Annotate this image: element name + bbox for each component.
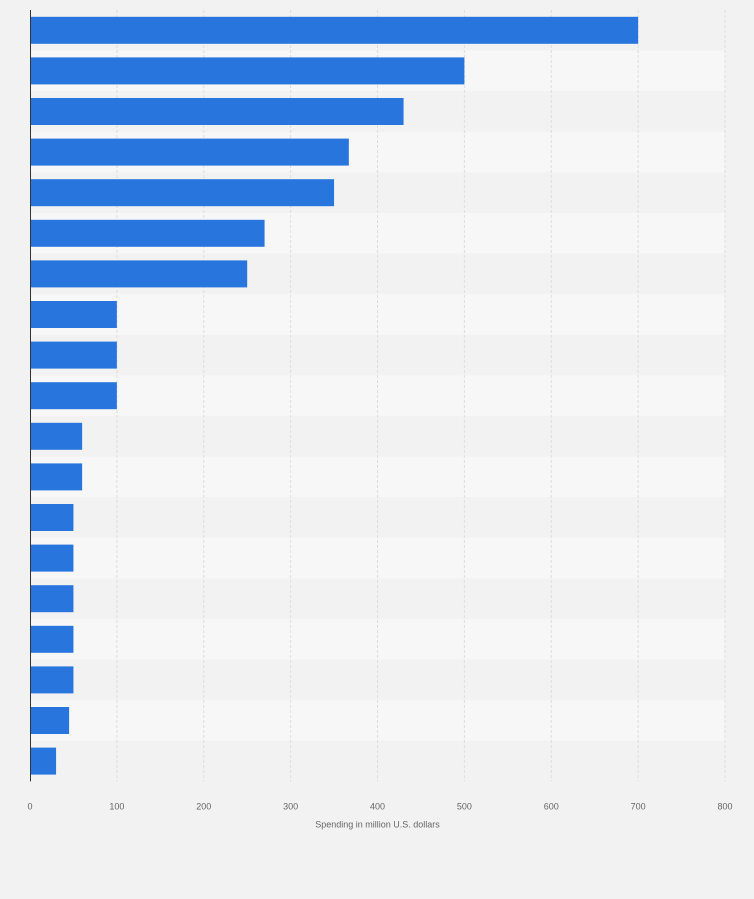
bars — [30, 16, 639, 775]
bar — [30, 666, 74, 694]
gridlines — [116, 10, 726, 782]
bar — [30, 57, 465, 85]
bar — [30, 422, 83, 450]
x-axis-title: Spending in million U.S. dollars — [315, 819, 440, 829]
x-tick-label: 700 — [631, 801, 646, 811]
bar — [30, 301, 117, 328]
bar — [30, 544, 74, 572]
x-tick-label: 0 — [27, 801, 32, 811]
bar — [30, 179, 335, 207]
bar — [30, 16, 639, 44]
bar — [30, 585, 74, 613]
bar — [30, 219, 265, 247]
bar — [30, 98, 404, 125]
x-tick-label: 500 — [457, 801, 472, 811]
x-tick-label: 800 — [717, 801, 732, 811]
x-tick-label: 300 — [283, 801, 298, 811]
bar — [30, 341, 117, 369]
bar — [30, 382, 117, 410]
bar — [30, 463, 83, 491]
bar — [30, 747, 57, 775]
bar — [30, 260, 248, 288]
x-tick-label: 200 — [196, 801, 211, 811]
bar — [30, 625, 74, 653]
x-tick-label: 400 — [370, 801, 385, 811]
x-tick-label: 600 — [544, 801, 559, 811]
x-tick-label: 100 — [109, 801, 124, 811]
bar — [30, 707, 70, 734]
x-axis-ticks: 0 100 200 300 400 500 600 700 800 — [27, 801, 732, 811]
bar — [30, 504, 74, 531]
bar — [30, 138, 349, 166]
